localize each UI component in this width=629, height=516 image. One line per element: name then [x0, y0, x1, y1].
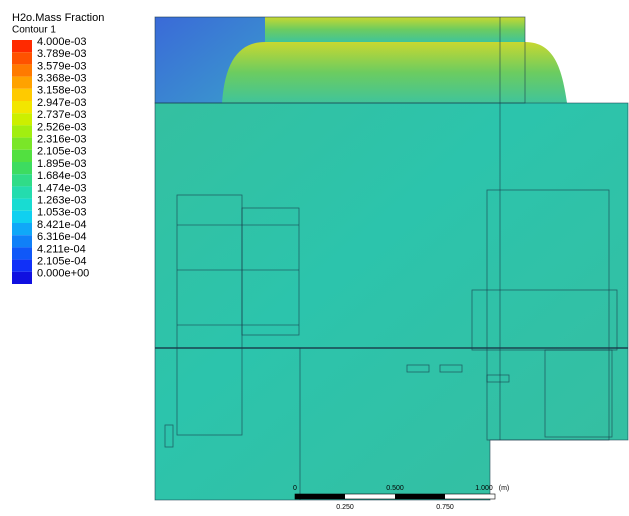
scale-bar: 0 0.500 1.000 (m) 0.250 0.750	[293, 485, 509, 511]
dome	[222, 42, 567, 103]
legend-label: 2.316e-03	[37, 134, 87, 146]
legend-label: 0.000e+00	[37, 268, 89, 280]
legend-swatch	[12, 88, 32, 101]
legend-swatch	[12, 162, 32, 175]
legend-swatch	[12, 52, 32, 65]
legend-label: 2.526e-03	[37, 121, 87, 133]
legend-label: 2.947e-03	[37, 97, 87, 109]
scale-bar-segment	[395, 494, 445, 499]
scale-label: 0	[293, 485, 297, 492]
outline	[406, 364, 430, 373]
outline	[486, 374, 510, 383]
legend-swatch	[12, 235, 32, 248]
region	[490, 440, 628, 500]
legend-label: 2.105e-04	[37, 256, 87, 268]
legend-label: 4.211e-04	[37, 243, 86, 255]
scale-label: 0.750	[436, 504, 454, 511]
legend-title: H2o.Mass Fraction	[12, 12, 104, 24]
region	[265, 17, 525, 42]
outline	[544, 349, 613, 438]
legend-swatch	[12, 271, 32, 284]
legend-swatch	[12, 76, 32, 89]
scale-label: 0.500	[386, 485, 404, 492]
legend-label: 3.158e-03	[37, 85, 87, 97]
outline	[164, 424, 174, 448]
legend-swatch	[12, 40, 32, 53]
legend-label: 4.000e-03	[37, 36, 87, 48]
legend-swatch	[12, 125, 32, 138]
legend-label: 3.368e-03	[37, 73, 87, 85]
region	[155, 103, 628, 500]
legend-swatch	[12, 149, 32, 162]
scale-label: 1.000	[475, 485, 493, 492]
legend-label: 1.474e-03	[37, 182, 87, 194]
legend-label: 2.105e-03	[37, 146, 87, 158]
outline	[439, 364, 463, 373]
legend-swatch	[12, 198, 32, 211]
legend-swatch	[12, 259, 32, 272]
legend-label: 8.421e-04	[37, 219, 87, 231]
legend-swatch	[12, 186, 32, 199]
legend-swatch	[12, 247, 32, 260]
outline	[241, 207, 300, 336]
legend-swatch	[12, 174, 32, 187]
legend-swatch	[12, 137, 32, 150]
scale-unit: (m)	[499, 485, 510, 492]
legend-subtitle: Contour 1	[12, 25, 56, 36]
legend-label: 2.737e-03	[37, 109, 87, 121]
legend-label: 1.263e-03	[37, 195, 87, 207]
legend-label: 1.895e-03	[37, 158, 87, 170]
outline	[486, 189, 610, 441]
legend-label: 6.316e-04	[37, 231, 87, 243]
legend-swatch	[12, 101, 32, 114]
legend-swatch	[12, 223, 32, 236]
legend-swatch	[12, 64, 32, 77]
legend-swatch	[12, 210, 32, 223]
outline	[471, 289, 618, 351]
scale-bar-segment	[295, 494, 345, 499]
legend-label: 3.789e-03	[37, 48, 87, 60]
legend: 4.000e-033.789e-033.579e-033.368e-033.15…	[12, 36, 89, 284]
scale-label: 0.250	[336, 504, 354, 511]
legend-label: 3.579e-03	[37, 60, 87, 72]
domain	[154, 16, 629, 501]
legend-label: 1.684e-03	[37, 170, 87, 182]
legend-swatch	[12, 113, 32, 126]
legend-label: 1.053e-03	[37, 207, 87, 219]
